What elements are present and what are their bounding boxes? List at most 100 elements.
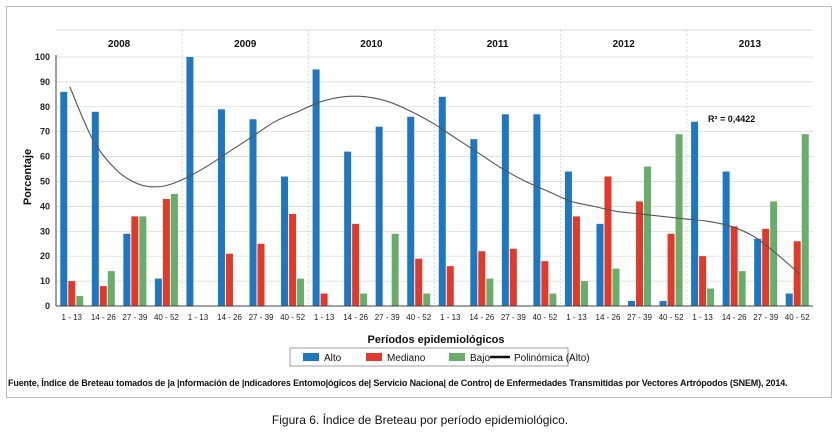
bar-bajo <box>612 268 620 306</box>
bar-mediano <box>730 226 738 306</box>
bar-alto <box>186 57 194 306</box>
x-tick-label: 14 - 26 <box>722 313 747 322</box>
bar-alto <box>596 223 604 306</box>
bar-mediano <box>68 281 76 306</box>
source-note: Fuente, Índice de Breteau tomados de |a … <box>8 378 788 388</box>
bar-alto <box>470 139 478 306</box>
bar-alto <box>344 151 352 306</box>
legend-label: Mediano <box>387 353 426 364</box>
bar-alto <box>154 278 162 306</box>
y-tick-label: 50 <box>40 177 50 187</box>
bar-alto <box>628 301 636 306</box>
x-tick-label: 1 - 13 <box>188 313 209 322</box>
x-tick-label: 14 - 26 <box>469 313 494 322</box>
bar-alto <box>722 171 730 306</box>
bars <box>60 57 809 307</box>
bar-bajo <box>76 296 84 306</box>
bar-alto <box>375 126 383 306</box>
year-label: 2011 <box>487 39 509 50</box>
bar-alto <box>91 111 99 306</box>
figure-frame <box>6 6 832 398</box>
bar-alto <box>501 114 509 307</box>
x-tick-label: 14 - 26 <box>343 313 368 322</box>
bar-alto <box>217 109 225 306</box>
bar-mediano <box>446 266 454 306</box>
bar-bajo <box>580 281 588 306</box>
legend-label: Polinómica (Alto) <box>514 353 590 364</box>
bar-mediano <box>225 253 233 306</box>
y-tick-label: 20 <box>40 251 50 261</box>
x-axis-title: Períodos epidemiológicos <box>368 334 505 346</box>
bar-bajo <box>391 233 399 306</box>
legend-swatch <box>303 353 319 361</box>
x-tick-label: 14 - 26 <box>596 313 621 322</box>
bar-bajo <box>801 134 809 306</box>
x-tick-label: 1 - 13 <box>440 313 461 322</box>
bar-mediano <box>667 233 675 306</box>
bar-mediano <box>699 256 707 306</box>
x-tick-label: 40 - 52 <box>659 313 684 322</box>
x-tick-label: 27 - 39 <box>753 313 778 322</box>
x-tick-label: 1 - 13 <box>62 313 83 322</box>
bar-bajo <box>549 293 557 306</box>
bar-alto <box>659 301 667 306</box>
y-tick-label: 100 <box>35 52 50 62</box>
legend-label: Bajo <box>470 353 490 364</box>
r-squared-annotation: R² = 0,4422 <box>708 114 755 124</box>
bar-bajo <box>360 293 368 306</box>
trend-curve <box>69 86 800 275</box>
y-tick-label: 0 <box>45 301 50 311</box>
bar-mediano <box>131 216 139 306</box>
y-tick-label: 10 <box>40 276 50 286</box>
y-tick-label: 70 <box>40 127 50 137</box>
x-tick-label: 1 - 13 <box>566 313 587 322</box>
legend-swatch <box>366 353 382 361</box>
bar-alto <box>533 114 541 307</box>
bar-mediano <box>604 176 612 306</box>
x-tick-label: 27 - 39 <box>375 313 400 322</box>
bar-mediano <box>572 216 580 306</box>
trend-line <box>69 86 800 275</box>
bar-mediano <box>636 201 644 306</box>
x-tick-label: 14 - 26 <box>91 313 116 322</box>
x-tick-label: 1 - 13 <box>314 313 335 322</box>
x-tick-label: 40 - 52 <box>154 313 179 322</box>
x-tick-label: 27 - 39 <box>627 313 652 322</box>
bar-bajo <box>297 278 305 306</box>
x-tick-label: 40 - 52 <box>280 313 305 322</box>
year-label: 2012 <box>613 39 636 50</box>
year-label: 2009 <box>234 39 257 50</box>
y-tick-label: 90 <box>40 77 50 87</box>
bar-alto <box>438 96 446 306</box>
x-tick-label: 1 - 13 <box>692 313 713 322</box>
y-tick-label: 60 <box>40 152 50 162</box>
x-tick-label: 27 - 39 <box>501 313 526 322</box>
bar-mediano <box>289 213 297 306</box>
bar-alto <box>312 69 320 306</box>
tick-labels: 0 10 20 30 40 50 60 70 80 90 100 1 - 13 14 - 26 27 - … <box>35 52 810 322</box>
bar-bajo <box>675 134 683 306</box>
legend-label: Alto <box>324 353 342 364</box>
year-label: 2010 <box>360 39 383 50</box>
bar-alto <box>785 293 793 306</box>
bar-alto <box>564 171 572 306</box>
legend-swatch <box>449 353 465 361</box>
x-tick-label: 40 - 52 <box>785 313 810 322</box>
bar-mediano <box>762 228 770 306</box>
bar-alto <box>407 116 415 306</box>
bar-mediano <box>793 241 801 306</box>
bar-bajo <box>423 293 431 306</box>
bar-mediano <box>162 198 170 306</box>
bar-mediano <box>257 243 265 306</box>
bar-bajo <box>644 166 652 306</box>
bar-alto <box>754 238 762 306</box>
y-tick-label: 30 <box>40 226 50 236</box>
y-tick-label: 80 <box>40 102 50 112</box>
year-label: 2008 <box>108 39 131 50</box>
bar-bajo <box>486 278 494 306</box>
bar-bajo <box>139 216 147 306</box>
year-header: 2008 2009 2010 2011 2012 2013 <box>56 29 813 306</box>
x-tick-label: 14 - 26 <box>217 313 242 322</box>
y-tick-label: 40 <box>40 201 50 211</box>
bar-alto <box>249 119 257 306</box>
